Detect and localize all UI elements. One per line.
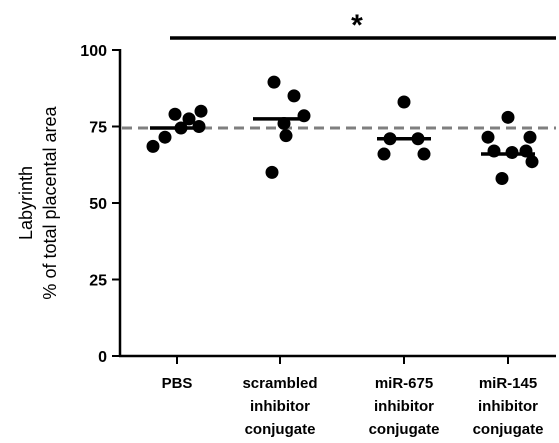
category-label: conjugate xyxy=(473,421,544,438)
significance-group: * xyxy=(170,9,556,42)
data-point xyxy=(194,104,208,118)
data-point xyxy=(481,130,495,144)
y-tick-label: 0 xyxy=(98,349,107,366)
data-point xyxy=(287,89,301,103)
y-tick-label: 50 xyxy=(89,196,107,213)
category-label: scrambled xyxy=(242,375,317,392)
data-marks xyxy=(146,75,539,186)
axes: 0 25 50 75 100 xyxy=(80,43,556,366)
category-label: inhibitor xyxy=(250,398,310,415)
category-label: inhibitor xyxy=(478,398,538,415)
category-label: inhibitor xyxy=(374,398,434,415)
category-label: miR-675 xyxy=(375,375,433,392)
data-point xyxy=(146,139,160,153)
y-tick-label: 75 xyxy=(89,120,107,137)
data-point xyxy=(525,155,539,169)
data-point xyxy=(279,129,293,143)
data-point xyxy=(397,95,411,109)
category-label: conjugate xyxy=(369,421,440,438)
y-tick-label: 25 xyxy=(89,273,107,290)
significance-marker: * xyxy=(351,9,363,42)
data-point xyxy=(495,172,509,186)
category-label: PBS xyxy=(162,375,193,392)
data-point xyxy=(501,110,515,124)
data-point xyxy=(377,147,391,161)
data-point xyxy=(267,75,281,89)
data-point xyxy=(182,112,196,126)
category-labels: PBS scrambled inhibitor conjugate miR-675 inh… xyxy=(162,375,544,438)
category-label: conjugate xyxy=(245,421,316,438)
data-point xyxy=(265,165,279,179)
y-tick-label: 100 xyxy=(80,43,107,60)
y-axis-label-line2: % of total placental area xyxy=(40,105,60,299)
data-point xyxy=(168,107,182,121)
category-label: miR-145 xyxy=(479,375,537,392)
data-point xyxy=(523,130,537,144)
y-axis-label-line1: Labyrinth xyxy=(16,166,36,240)
data-point xyxy=(158,130,172,144)
data-point xyxy=(417,147,431,161)
